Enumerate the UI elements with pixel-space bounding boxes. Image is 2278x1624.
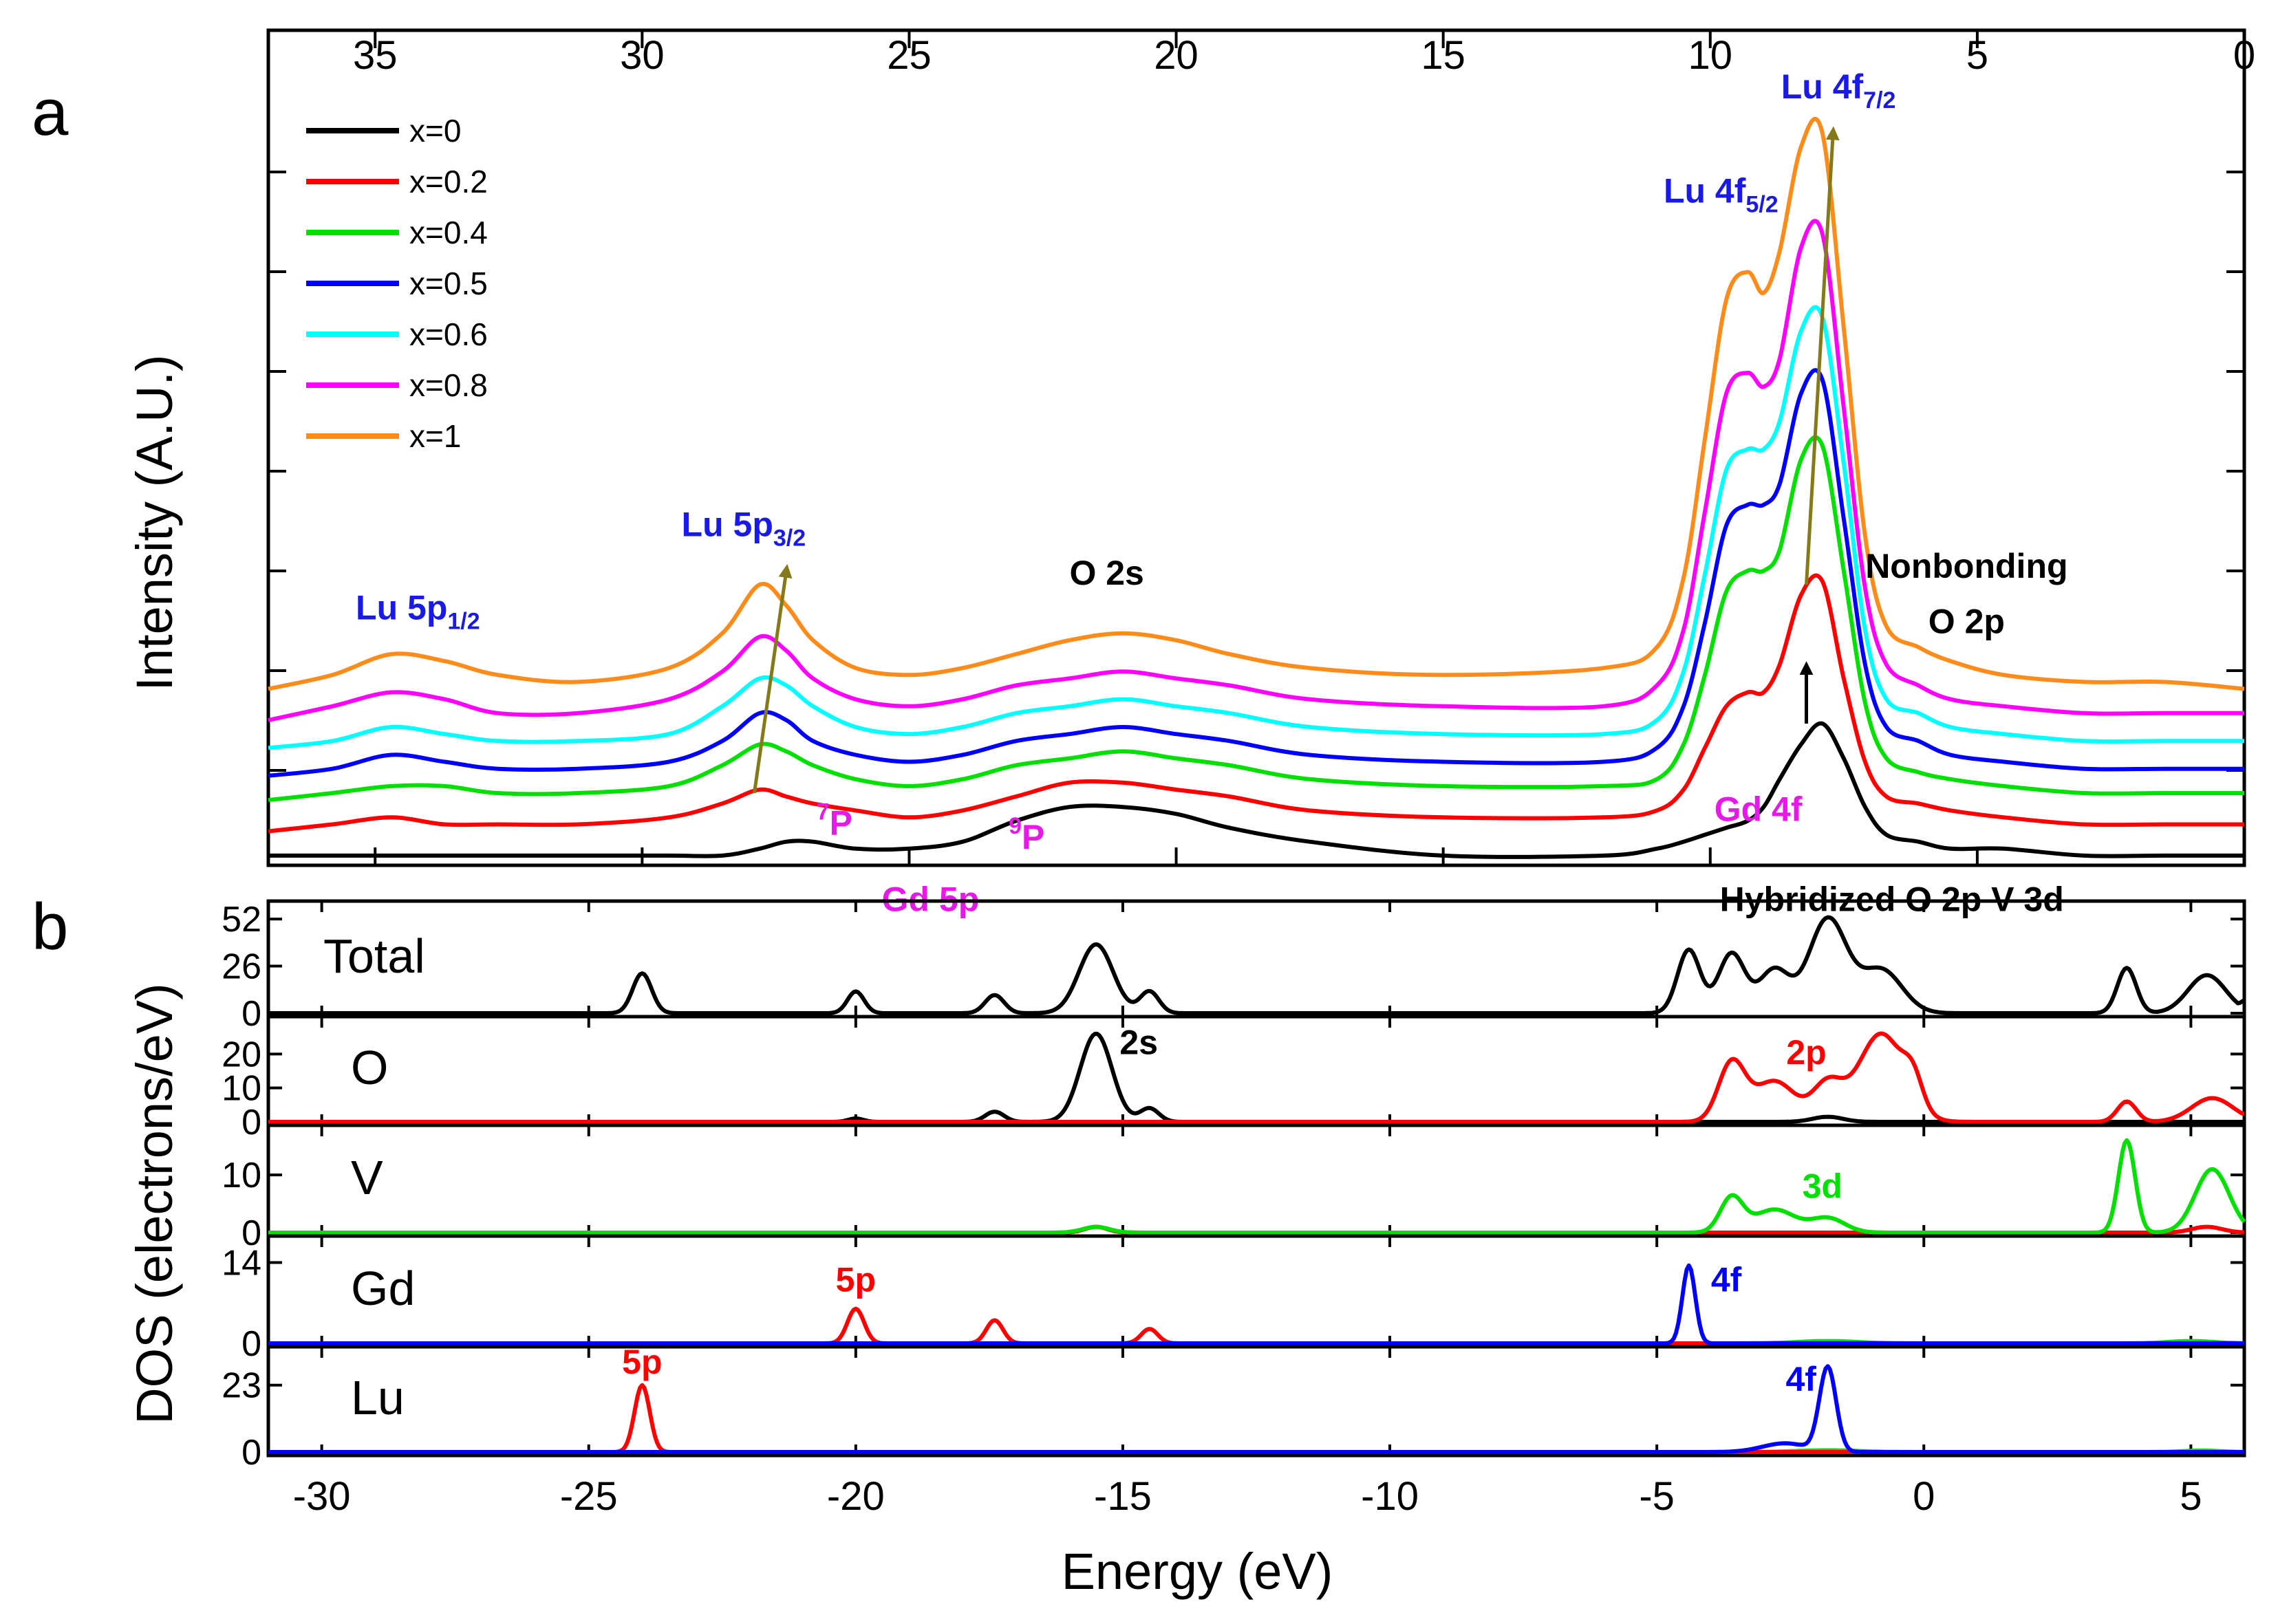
annotation-main: Gd 4f	[1715, 790, 1803, 828]
legend-label-x=0: x=0	[409, 113, 461, 149]
annotation-subscript: 3/2	[773, 525, 806, 551]
subplot-name-V: V	[351, 1151, 383, 1204]
legend-label-x=0.5: x=0.5	[409, 266, 488, 301]
subplot-ytick-label: 10	[222, 1069, 261, 1109]
panel-a-letter: a	[32, 76, 69, 149]
subplot-name-Lu: Lu	[351, 1371, 405, 1425]
dos-curve-V	[268, 1138, 2246, 1235]
annotation-main: Lu 5p	[682, 505, 773, 543]
dos-label-V-3d: 3d	[1803, 1167, 1842, 1206]
legend-label-x=0.6: x=0.6	[409, 316, 488, 352]
subplot-ytick-label: 26	[222, 947, 261, 987]
legend-label-x=0.2: x=0.2	[409, 164, 488, 199]
subplot-ytick-label: 10	[222, 1156, 261, 1195]
top-axis-tick-label: 35	[353, 33, 398, 78]
annotation-lu5p32: Lu 5p3/2	[682, 505, 806, 551]
bottom-axis-tick-label: -30	[293, 1474, 351, 1519]
series-line-x=0.5	[268, 368, 2244, 778]
dos-label-O-2s: 2s	[1119, 1023, 1158, 1061]
subplot-ytick-label: 0	[241, 994, 261, 1034]
bottom-axis-tick-label: -5	[1639, 1474, 1675, 1519]
series-line-x=0.2	[268, 573, 2245, 834]
annotation-main: O 2p	[1928, 603, 2005, 641]
top-axis-tick-label: 5	[1966, 33, 1988, 78]
legend-label-x=0.8: x=0.8	[409, 367, 488, 403]
annotation-subscript: 5/2	[1745, 192, 1778, 218]
subplot-frame-Lu	[266, 1345, 2246, 1458]
subplot-name-Total: Total	[323, 929, 425, 983]
bottom-axis-tick-label: -10	[1361, 1474, 1419, 1519]
series-line-x=1	[268, 117, 2245, 691]
dos-curve-Lu	[268, 1364, 2244, 1454]
annotation-gd4f: Gd 4f	[1715, 790, 1803, 828]
subplot-ytick-label: 20	[222, 1035, 261, 1074]
annotation-subscript: 1/2	[447, 609, 480, 635]
series-line-x=0.6	[268, 305, 2244, 750]
annotation-main: P	[1022, 818, 1044, 856]
peak-shift-arrow	[1805, 126, 1840, 585]
subplot-ytick-label: 0	[241, 1213, 261, 1253]
dos-label-Gd-5p: 5p	[836, 1261, 876, 1299]
subplot-name-O: O	[351, 1041, 388, 1094]
annotation-nonbond2: O 2p	[1928, 603, 2005, 641]
annotation-superscript: 7	[817, 799, 830, 825]
top-axis-tick-label: 25	[887, 33, 932, 78]
subplot-ytick-label: 14	[222, 1244, 261, 1284]
top-axis-tick-label: 0	[2233, 33, 2255, 78]
legend-label-x=1: x=1	[409, 418, 461, 454]
legend: x=0 x=0.2 x=0.4 x=0.5 x=0.6 x=0.8 x=1	[306, 113, 488, 454]
dos-label-O-2p: 2p	[1786, 1033, 1826, 1072]
dos-curve-Total	[268, 915, 2246, 1015]
top-axis-tick-label: 10	[1688, 33, 1733, 78]
bottom-axis-tick-label: -15	[1094, 1474, 1152, 1519]
annotation-lu4f52: Lu 4f5/2	[1664, 172, 1779, 218]
bottom-axis-tick-label: 5	[2180, 1474, 2202, 1519]
dos-label-Lu-5p: 5p	[622, 1343, 662, 1381]
series-line-x=0.4	[268, 435, 2244, 803]
annotation-subscript: 7/2	[1863, 87, 1895, 113]
annotation-lu5p12: Lu 5p1/2	[356, 589, 480, 635]
annotation-main: Nonbonding	[1865, 547, 2067, 585]
panel-a-ylabel: Intensity (A.U.)	[126, 354, 183, 691]
panel-b-xlabel: Energy (eV)	[1062, 1543, 1333, 1600]
subplot-ytick-label: 52	[222, 900, 261, 940]
subplot-name-Gd: Gd	[351, 1262, 415, 1315]
dos-curve-Gd	[268, 1263, 2244, 1345]
dos-curve-O	[268, 1031, 2245, 1124]
panel-a-frame	[266, 28, 2246, 867]
subplot-ytick-label: 0	[241, 1103, 261, 1143]
annotation-p9: 9P	[1009, 813, 1044, 856]
annotation-p7: 7P	[817, 799, 852, 843]
annotation-main: Lu 4f	[1664, 172, 1746, 210]
dos-label-Gd-4f: 4f	[1711, 1261, 1742, 1299]
subplot-ytick-label: 23	[222, 1366, 261, 1406]
bottom-axis-tick-label: -25	[560, 1474, 618, 1519]
annotation-nonbond1: Nonbonding	[1865, 547, 2067, 585]
annotation-lu4f72: Lu 4f7/2	[1781, 67, 1896, 113]
panel-b-letter: b	[32, 890, 68, 964]
annotation-superscript: 9	[1009, 813, 1022, 839]
annotation-o2s: O 2s	[1069, 554, 1143, 592]
top-axis-tick-label: 20	[1154, 33, 1199, 78]
annotation-main: P	[830, 804, 852, 843]
legend-label-x=0.4: x=0.4	[409, 215, 488, 250]
panel-b-ylabel: DOS (electrons/eV)	[126, 983, 183, 1425]
annotation-main: Lu 5p	[356, 589, 447, 627]
top-axis-tick-label: 30	[620, 33, 665, 78]
top-axis-tick-label: 15	[1421, 33, 1465, 78]
subplot-ytick-label: 0	[241, 1433, 261, 1473]
subplot-ytick-label: 0	[241, 1324, 261, 1364]
series-line-x=0	[268, 721, 2244, 859]
annotation-main: O 2s	[1069, 554, 1143, 592]
dos-label-Lu-4f: 4f	[1786, 1360, 1817, 1398]
bottom-axis-tick-label: -20	[827, 1474, 885, 1519]
bottom-axis-tick-label: 0	[1913, 1474, 1935, 1519]
series-line-x=0.8	[268, 219, 2244, 722]
peak-shift-arrow	[752, 563, 793, 794]
annotation-main: Lu 4f	[1781, 67, 1864, 106]
